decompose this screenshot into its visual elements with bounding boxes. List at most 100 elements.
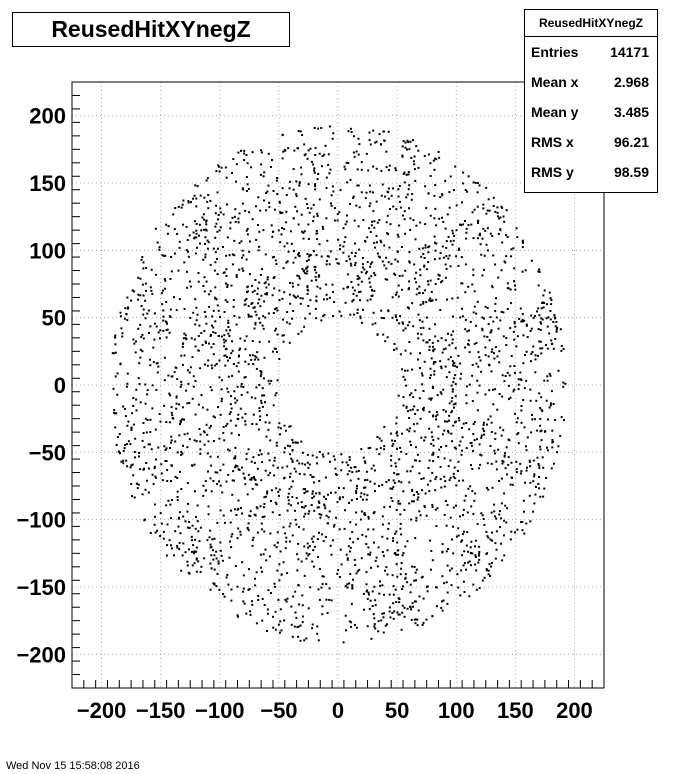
scatter-point [297, 625, 300, 628]
scatter-point [161, 303, 164, 306]
scatter-point [478, 467, 480, 470]
scatter-point [226, 236, 229, 239]
scatter-point [539, 417, 542, 420]
scatter-point [312, 549, 315, 552]
scatter-point [364, 486, 367, 489]
scatter-point [379, 256, 381, 259]
scatter-point [249, 610, 252, 613]
scatter-point [351, 286, 354, 289]
scatter-point [153, 515, 156, 518]
scatter-point [378, 219, 381, 222]
scatter-point [476, 391, 479, 394]
scatter-point [195, 197, 198, 200]
scatter-point [253, 461, 256, 464]
scatter-point [246, 391, 249, 394]
scatter-point [499, 426, 502, 429]
scatter-point [496, 355, 499, 358]
scatter-point [316, 232, 319, 235]
scatter-point [373, 585, 376, 588]
scatter-point [263, 394, 265, 397]
scatter-point [353, 135, 355, 138]
scatter-point [368, 227, 371, 230]
scatter-point [268, 421, 271, 424]
scatter-point [294, 205, 297, 208]
scatter-point [229, 227, 232, 230]
scatter-point [399, 206, 402, 209]
scatter-point [549, 402, 552, 405]
scatter-point [413, 618, 416, 621]
scatter-point [325, 176, 328, 179]
scatter-point [229, 221, 232, 224]
scatter-point [414, 537, 417, 539]
scatter-point [198, 223, 201, 226]
scatter-point [327, 163, 330, 166]
scatter-point [304, 488, 306, 491]
scatter-point [450, 400, 453, 403]
scatter-point [258, 230, 261, 233]
scatter-point [181, 452, 184, 455]
scatter-point [444, 276, 447, 279]
scatter-point [375, 200, 378, 203]
scatter-point [145, 431, 148, 434]
scatter-point [216, 471, 219, 474]
scatter-point [387, 527, 390, 530]
scatter-point [383, 317, 385, 320]
scatter-point [542, 466, 545, 469]
scatter-point [501, 241, 504, 244]
scatter-point [408, 427, 411, 430]
scatter-point [307, 149, 310, 152]
scatter-point [195, 558, 198, 561]
scatter-point [396, 431, 398, 434]
scatter-point [200, 394, 203, 397]
scatter-point [291, 635, 294, 638]
scatter-point [426, 341, 429, 344]
scatter-point [250, 315, 253, 318]
scatter-point [446, 591, 449, 594]
scatter-point [367, 546, 370, 549]
scatter-point [264, 316, 267, 319]
x-tick-label: −150 [136, 698, 186, 723]
scatter-point [303, 492, 306, 495]
scatter-point [361, 321, 363, 324]
scatter-point [186, 402, 189, 405]
scatter-point [203, 443, 206, 446]
scatter-point [465, 544, 468, 547]
scatter-point [550, 467, 553, 470]
scatter-point [533, 418, 536, 421]
scatter-point [250, 358, 253, 361]
scatter-point [308, 463, 311, 466]
scatter-point [356, 312, 359, 314]
scatter-point [144, 402, 147, 405]
scatter-point [513, 338, 516, 341]
scatter-point [415, 446, 418, 449]
scatter-point [119, 311, 122, 314]
scatter-point [421, 489, 424, 492]
scatter-point [423, 257, 426, 259]
scatter-point [350, 264, 353, 267]
scatter-point [463, 562, 466, 564]
scatter-point [297, 147, 299, 150]
scatter-point [224, 354, 227, 357]
scatter-point [452, 552, 455, 555]
scatter-point [471, 211, 474, 214]
scatter-point [395, 563, 398, 566]
scatter-point [400, 450, 403, 453]
scatter-point [194, 345, 197, 348]
scatter-point [528, 494, 531, 497]
scatter-point [296, 569, 299, 572]
scatter-point [264, 253, 267, 256]
scatter-point [291, 285, 294, 288]
scatter-point [369, 202, 372, 205]
scatter-point [412, 500, 415, 503]
scatter-point [471, 552, 474, 555]
scatter-point [433, 235, 436, 238]
scatter-point [493, 449, 496, 452]
scatter-point [417, 493, 420, 495]
scatter-point [507, 384, 510, 387]
scatter-point [366, 589, 369, 592]
scatter-point [264, 548, 267, 551]
scatter-point [523, 532, 526, 535]
scatter-point [251, 291, 254, 294]
scatter-point [325, 263, 328, 266]
scatter-point [142, 313, 145, 316]
